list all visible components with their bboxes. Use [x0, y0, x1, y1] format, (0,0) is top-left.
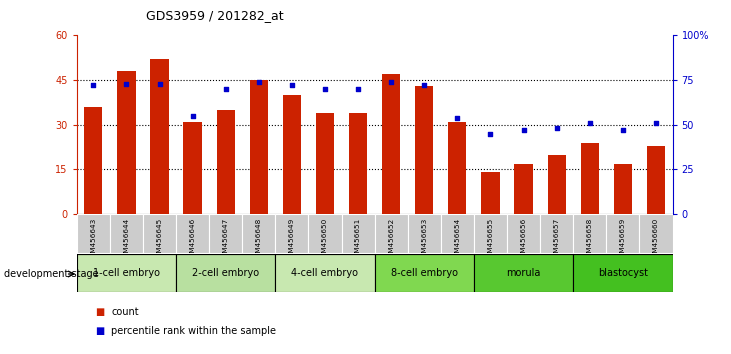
Bar: [474, 214, 507, 253]
Bar: [441, 214, 474, 253]
Point: [154, 81, 165, 86]
Bar: [117, 71, 135, 214]
Text: 2-cell embryo: 2-cell embryo: [192, 268, 260, 278]
Text: ■: ■: [95, 307, 105, 316]
Bar: [84, 107, 102, 214]
Bar: [349, 113, 367, 214]
Text: GSM456651: GSM456651: [355, 217, 361, 262]
Text: 1-cell embryo: 1-cell embryo: [93, 268, 160, 278]
Bar: [606, 214, 640, 253]
Text: GSM456652: GSM456652: [388, 217, 394, 262]
Text: GSM456656: GSM456656: [520, 217, 526, 262]
Bar: [647, 145, 665, 214]
Point: [319, 86, 331, 92]
Bar: [242, 214, 276, 253]
Bar: [176, 214, 209, 253]
Text: GSM456658: GSM456658: [587, 217, 593, 262]
Point: [650, 120, 662, 126]
Bar: [548, 155, 566, 214]
Bar: [448, 122, 466, 214]
Bar: [474, 254, 573, 292]
Text: 8-cell embryo: 8-cell embryo: [391, 268, 458, 278]
Bar: [341, 214, 374, 253]
Text: GSM456657: GSM456657: [553, 217, 560, 262]
Bar: [209, 214, 242, 253]
Bar: [176, 254, 276, 292]
Bar: [573, 214, 606, 253]
Bar: [151, 59, 169, 214]
Bar: [482, 172, 499, 214]
Bar: [183, 122, 202, 214]
Bar: [640, 214, 673, 253]
Text: GSM456646: GSM456646: [189, 217, 196, 262]
Bar: [77, 214, 110, 253]
Bar: [408, 214, 441, 253]
Bar: [283, 95, 301, 214]
Bar: [580, 143, 599, 214]
Text: GSM456653: GSM456653: [421, 217, 428, 262]
Bar: [276, 214, 308, 253]
Bar: [614, 164, 632, 214]
Text: percentile rank within the sample: percentile rank within the sample: [111, 326, 276, 336]
Text: GSM456660: GSM456660: [653, 217, 659, 262]
Point: [186, 113, 198, 119]
Bar: [573, 254, 673, 292]
Text: 4-cell embryo: 4-cell embryo: [292, 268, 358, 278]
Bar: [507, 214, 540, 253]
Bar: [515, 164, 533, 214]
Bar: [216, 110, 235, 214]
Point: [518, 127, 529, 133]
Bar: [374, 254, 474, 292]
Bar: [316, 113, 334, 214]
Text: GSM456650: GSM456650: [322, 217, 328, 262]
Point: [121, 81, 132, 86]
Bar: [308, 214, 341, 253]
Bar: [143, 214, 176, 253]
Text: development stage: development stage: [4, 269, 98, 279]
Point: [418, 82, 430, 88]
Text: GSM456645: GSM456645: [156, 217, 162, 262]
Point: [253, 79, 265, 85]
Text: GSM456654: GSM456654: [455, 217, 461, 262]
Point: [385, 79, 397, 85]
Point: [485, 131, 496, 137]
Point: [617, 127, 629, 133]
Bar: [382, 74, 401, 214]
Point: [551, 126, 563, 131]
Text: GSM456648: GSM456648: [256, 217, 262, 262]
Bar: [110, 214, 143, 253]
Point: [88, 82, 99, 88]
Text: count: count: [111, 307, 139, 316]
Point: [584, 120, 596, 126]
Text: GSM456643: GSM456643: [91, 217, 96, 262]
Bar: [276, 254, 375, 292]
Bar: [77, 254, 176, 292]
Text: GDS3959 / 201282_at: GDS3959 / 201282_at: [146, 9, 284, 22]
Point: [220, 86, 232, 92]
Point: [286, 82, 298, 88]
Text: GSM456644: GSM456644: [124, 217, 129, 262]
Text: GSM456649: GSM456649: [289, 217, 295, 262]
Text: morula: morula: [507, 268, 541, 278]
Point: [452, 115, 463, 120]
Text: GSM456655: GSM456655: [488, 217, 493, 262]
Bar: [540, 214, 573, 253]
Point: [352, 86, 364, 92]
Bar: [374, 214, 408, 253]
Text: GSM456659: GSM456659: [620, 217, 626, 262]
Bar: [250, 80, 268, 214]
Bar: [415, 86, 433, 214]
Text: blastocyst: blastocyst: [598, 268, 648, 278]
Text: ■: ■: [95, 326, 105, 336]
Text: GSM456647: GSM456647: [223, 217, 229, 262]
